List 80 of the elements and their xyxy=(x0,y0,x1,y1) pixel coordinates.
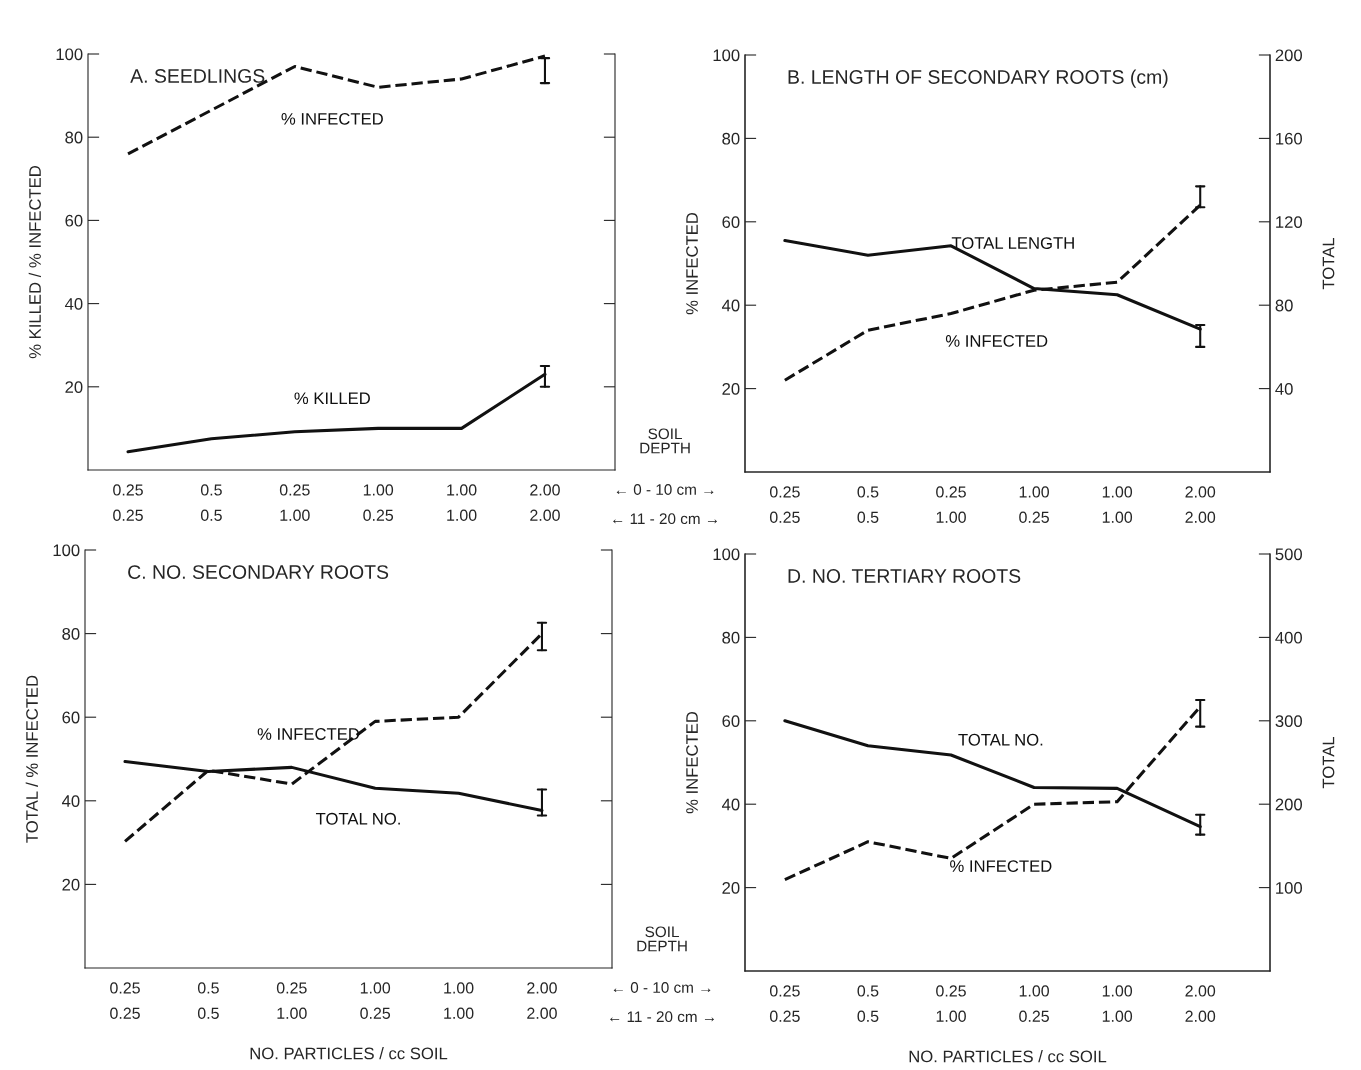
y-tick-label: 60 xyxy=(65,214,83,227)
x-tick-label: 0.25 0.25 xyxy=(769,985,800,1022)
text: SOIL DEPTH xyxy=(637,926,687,952)
x-tick-label: 2.00 2.00 xyxy=(1185,985,1216,1022)
y-tick-label: 60 xyxy=(62,711,80,724)
y2-tick-label: 300 xyxy=(1275,715,1303,727)
y2-tick-label: 120 xyxy=(1276,216,1303,228)
x-tick-label: 1.00 0.25 xyxy=(360,982,391,1019)
y-tick-label: 40 xyxy=(61,795,80,807)
y2-tick-label: 200 xyxy=(1275,49,1303,62)
x-tick-label: 0.25 0.25 xyxy=(110,982,140,1019)
series-label: % KILLED xyxy=(294,392,370,405)
text: B. LENGTH OF SECONDARY ROOTS (cm) xyxy=(788,69,1168,88)
y-tick-label: 60 xyxy=(722,715,740,727)
x-tick-label: 0.25 0.25 xyxy=(113,484,143,521)
text: D. NO. TERTIARY ROOTS xyxy=(788,569,1021,583)
y-tick-label: 40 xyxy=(64,298,83,310)
y2-axis-title: TOTAL xyxy=(1322,736,1335,789)
y-tick-label: 80 xyxy=(65,131,83,144)
y2-tick-label: 200 xyxy=(1275,798,1303,811)
y-tick-label: 40 xyxy=(721,798,740,811)
x-tick-label: 1.00 0.25 xyxy=(363,484,394,521)
x-tick-label: 0.25 0.25 xyxy=(769,486,800,523)
text: ← 11 - 20 cm → xyxy=(610,1011,714,1023)
y-axis-title: % KILLED / % INFECTED xyxy=(28,166,41,359)
y-axis-title: TOTAL / % INFECTED xyxy=(25,675,38,843)
y-tick-label: 20 xyxy=(62,878,80,891)
text: C. NO. SECONDARY ROOTS xyxy=(128,565,389,579)
y2-tick-label: 160 xyxy=(1276,132,1303,145)
y-tick-label: 80 xyxy=(722,132,740,145)
x-tick-label: 0.25 1.00 xyxy=(276,982,307,1019)
text: ← 0 - 10 cm → xyxy=(613,982,711,993)
series-label: TOTAL NO. xyxy=(315,812,400,825)
series-label: % INFECTED xyxy=(950,860,1052,873)
y-tick-label: 80 xyxy=(62,628,80,640)
y2-tick-label: 40 xyxy=(1275,383,1293,395)
y2-tick-label: 100 xyxy=(1276,882,1303,894)
text: SOIL DEPTH xyxy=(640,428,690,454)
x-tick-label: 0.25 1.00 xyxy=(279,484,310,521)
x-tick-label: 0.5 0.5 xyxy=(197,982,219,1019)
y-tick-label: 100 xyxy=(713,49,740,62)
x-tick-label: 0.25 1.00 xyxy=(936,985,966,1022)
x-tick-label: 1.00 1.00 xyxy=(444,982,474,1019)
y2-tick-label: 80 xyxy=(1275,299,1293,312)
x-tick-label: 2.00 2.00 xyxy=(527,982,557,1019)
y-tick-label: 20 xyxy=(65,381,83,393)
x-tick-label: 0.25 1.00 xyxy=(936,486,966,523)
x-tick-label: 0.5 0.5 xyxy=(857,486,879,523)
x-tick-label: 2.00 2.00 xyxy=(1185,486,1216,523)
x-tick-label: 1.00 1.00 xyxy=(447,484,477,521)
y2-tick-label: 400 xyxy=(1275,631,1303,644)
x-tick-label: 2.00 2.00 xyxy=(530,484,560,521)
series-label: TOTAL LENGTH xyxy=(951,237,1074,249)
text: A. SEEDLINGS xyxy=(130,69,265,83)
y-axis-title: % INFECTED xyxy=(686,212,698,315)
series-label: % INFECTED xyxy=(945,335,1048,347)
text: ← 11 - 20 cm → xyxy=(613,513,717,525)
x-tick-label: 1.00 0.25 xyxy=(1019,985,1049,1022)
y2-axis-title: TOTAL xyxy=(1322,237,1335,290)
x-tick-label: 0.5 0.5 xyxy=(200,484,222,521)
series-label: TOTAL NO. xyxy=(958,733,1043,746)
y-tick-label: 80 xyxy=(722,631,740,644)
y-tick-label: 100 xyxy=(56,48,83,61)
y-tick-label: 20 xyxy=(722,383,740,395)
x-axis-title: NO. PARTICLES / cc SOIL xyxy=(250,1047,448,1060)
x-tick-label: 1.00 1.00 xyxy=(1102,486,1133,523)
series-label: % INFECTED xyxy=(257,728,360,740)
x-tick-label: 1.00 0.25 xyxy=(1019,486,1049,523)
y-tick-label: 100 xyxy=(713,548,740,561)
x-axis-title: NO. PARTICLES / cc SOIL xyxy=(909,1050,1107,1063)
y-axis-title: % INFECTED xyxy=(686,711,698,814)
y-tick-label: 60 xyxy=(722,216,740,228)
y-tick-label: 100 xyxy=(53,544,80,557)
x-tick-label: 1.00 1.00 xyxy=(1102,985,1133,1022)
y-tick-label: 40 xyxy=(721,299,740,312)
text: ← 0 - 10 cm → xyxy=(616,484,714,495)
y-tick-label: 20 xyxy=(722,882,740,894)
series-label: % INFECTED xyxy=(281,112,383,125)
y2-tick-label: 500 xyxy=(1275,548,1303,561)
x-tick-label: 0.5 0.5 xyxy=(857,985,879,1022)
